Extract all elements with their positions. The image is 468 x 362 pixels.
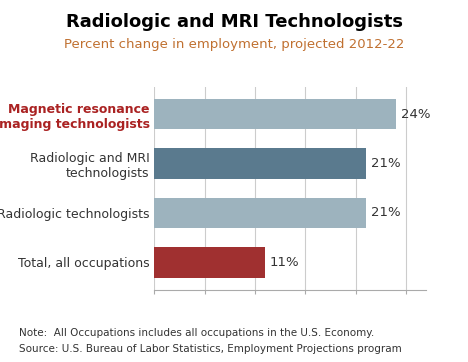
Text: 21%: 21% — [371, 157, 400, 170]
Text: Percent change in employment, projected 2012-22: Percent change in employment, projected … — [64, 38, 404, 51]
Text: Radiologic and MRI Technologists: Radiologic and MRI Technologists — [66, 13, 402, 31]
Text: Note:  All Occupations includes all occupations in the U.S. Economy.: Note: All Occupations includes all occup… — [19, 328, 374, 338]
Text: 11%: 11% — [270, 256, 300, 269]
Text: 21%: 21% — [371, 206, 400, 219]
Bar — [154, 247, 265, 278]
Bar — [154, 148, 366, 179]
Bar — [154, 99, 396, 129]
Bar — [154, 198, 366, 228]
Text: Source: U.S. Bureau of Labor Statistics, Employment Projections program: Source: U.S. Bureau of Labor Statistics,… — [19, 344, 402, 354]
Text: 24%: 24% — [401, 108, 430, 121]
